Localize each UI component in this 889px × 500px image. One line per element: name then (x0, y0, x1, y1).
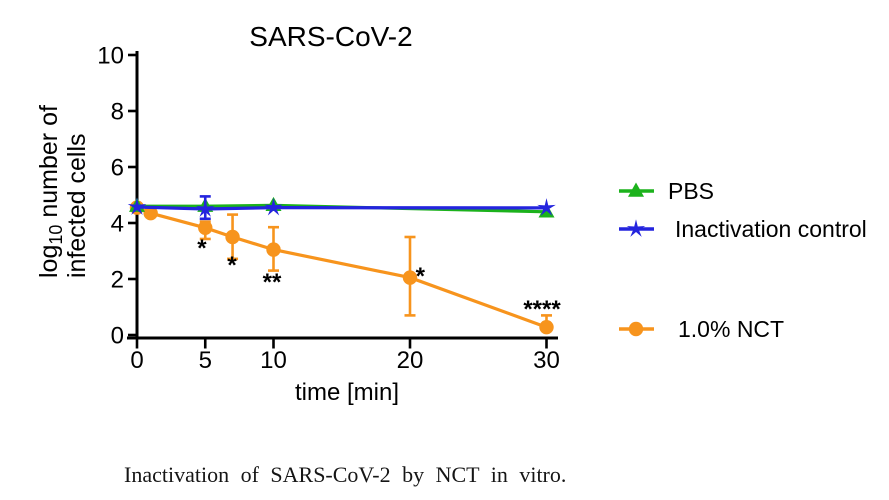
legend: PBS Inactivation control 1.0% NCT (619, 178, 867, 342)
x-axis-label: time [min] (295, 379, 399, 406)
circle-marker (628, 321, 644, 337)
series-inactivation-control (127, 195, 556, 221)
legend-item-1-0-nct: 1.0% NCT (619, 316, 784, 342)
star-marker (127, 197, 147, 215)
y-tick-label: 10 (97, 43, 124, 70)
circle-marker (539, 319, 554, 335)
legend-label: 1.0% NCT (678, 316, 784, 342)
x-tick-label: 20 (397, 347, 424, 374)
x-tick-label: 0 (130, 347, 143, 374)
circle-marker (198, 220, 213, 235)
legend-label: Inactivation control (675, 216, 867, 242)
triangle-marker (628, 182, 644, 197)
y-tick-label: 6 (111, 155, 124, 182)
y-axis-label-line1: log10 number of (35, 105, 66, 278)
significance-label: * (227, 252, 237, 279)
star-marker (196, 199, 215, 217)
y-tick-label: 4 (111, 211, 124, 238)
y-tick-label: 0 (111, 323, 124, 350)
significance-label: **** (523, 296, 561, 323)
legend-label: PBS (668, 178, 714, 204)
legend-item-pbs: PBS (619, 178, 714, 204)
chart-title: SARS-CoV-2 (249, 21, 412, 52)
chart-svg: 0 2 4 6 8 10 0 5 10 20 30 SARS-CoV-2 time [min] log10… (35, 21, 867, 406)
star-marker (264, 197, 283, 216)
star-marker (626, 219, 646, 237)
significance-annotations: **** ***** (197, 235, 561, 323)
circle-marker (402, 270, 418, 285)
y-tick-label: 8 (111, 99, 124, 126)
significance-label: * (416, 263, 426, 290)
significance-label: ** (263, 269, 282, 296)
circle-marker (225, 229, 240, 245)
y-tick-label: 2 (111, 267, 124, 294)
significance-label: * (197, 235, 207, 262)
star-marker (537, 198, 556, 216)
series-line-inactivation-control (136, 205, 547, 211)
circle-marker (266, 242, 281, 257)
axes (127, 51, 558, 340)
circle-marker (143, 206, 158, 221)
x-tick-label: 10 (260, 347, 287, 374)
legend-item-inactivation-control: Inactivation control (619, 216, 867, 242)
figure-caption: Inactivation of SARS-CoV-2 by NCT in vit… (124, 462, 567, 487)
tick-labels: 0 2 4 6 8 10 0 5 10 20 30 (97, 43, 560, 375)
x-tick-label: 30 (533, 347, 560, 374)
ticks (128, 53, 548, 349)
series-1-0-nct (129, 200, 554, 335)
y-axis-label-line2: infected cells (63, 133, 91, 278)
x-tick-label: 5 (199, 347, 212, 374)
